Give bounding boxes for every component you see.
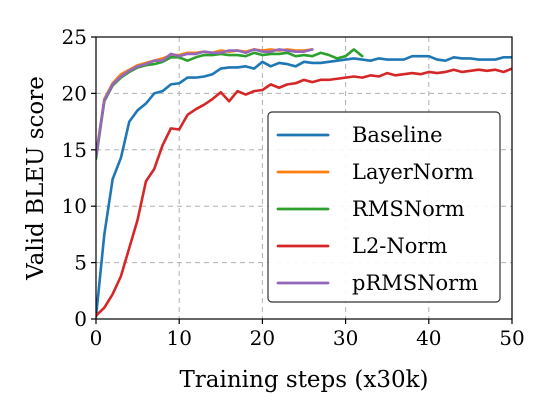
y-tick-label: 10 <box>62 194 87 218</box>
series-lines <box>96 48 512 319</box>
x-tick-label: 30 <box>333 326 358 350</box>
y-tick-label: 0 <box>74 307 87 331</box>
axis-ticks: 0 10 20 30 40 50 0 5 10 15 20 25 <box>62 25 525 350</box>
legend-box <box>267 111 501 303</box>
legend-label: pRMSNorm <box>352 271 478 295</box>
legend-label: L2-Norm <box>352 234 447 258</box>
y-tick-label: 15 <box>62 138 87 162</box>
x-tick-label: 40 <box>416 326 441 350</box>
y-tick-label: 20 <box>62 81 87 105</box>
y-tick-label: 5 <box>74 251 87 275</box>
x-tick-label: 0 <box>90 326 103 350</box>
series-line-baseline <box>96 54 512 319</box>
legend-label: LayerNorm <box>352 160 474 184</box>
legend-label: RMSNorm <box>352 197 465 221</box>
series-line-l2-norm <box>96 67 512 317</box>
x-tick-label: 10 <box>166 326 191 350</box>
legend: Baseline LayerNorm RMSNorm L2-Norm pRMSNorm <box>267 111 501 303</box>
y-axis-label: Valid BLEU score <box>23 76 49 281</box>
x-tick-label: 50 <box>499 326 524 350</box>
legend-items: Baseline LayerNorm RMSNorm L2-Norm pRMSNorm <box>276 123 478 295</box>
series-line-prmsnorm <box>96 48 314 158</box>
x-tick-label: 20 <box>250 326 275 350</box>
plot-frame <box>95 36 513 320</box>
y-tick-label: 25 <box>62 25 87 49</box>
legend-label: Baseline <box>352 123 443 147</box>
x-axis-label: Training steps (x30k) <box>179 367 428 393</box>
